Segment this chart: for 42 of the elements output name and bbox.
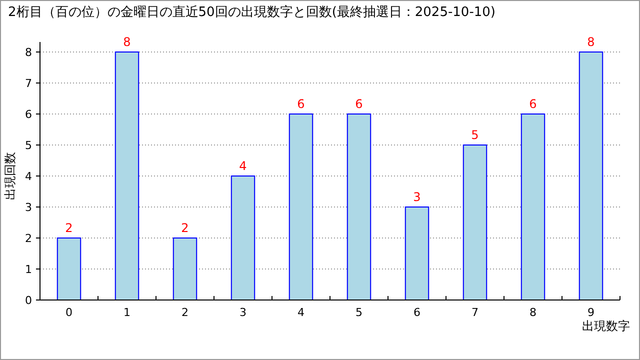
bar <box>56 238 82 300</box>
data-label: 6 <box>297 97 305 111</box>
y-tick-label: 4 <box>25 170 32 183</box>
bar <box>230 176 256 300</box>
data-label: 2 <box>65 221 73 235</box>
bar <box>462 144 488 300</box>
chart-title: 2桁目（百の位）の金曜日の直近50回の出現数字と回数(最終抽選日：2025-10-10) <box>8 4 496 20</box>
data-label: 8 <box>123 35 131 49</box>
y-axis-title: 出現回数 <box>3 152 17 200</box>
y-tick-label: 8 <box>25 46 32 59</box>
x-tick-label: 3 <box>240 306 246 319</box>
y-tick-label: 5 <box>25 139 32 152</box>
y-tick-label: 3 <box>25 201 32 214</box>
bar <box>346 114 372 300</box>
data-label: 2 <box>181 221 189 235</box>
bar <box>578 52 604 300</box>
x-tick-label: 0 <box>66 306 72 319</box>
x-tick-label: 2 <box>182 306 188 319</box>
y-tick-label: 2 <box>25 232 32 245</box>
x-tick-label: 4 <box>298 306 304 319</box>
bar <box>288 114 314 300</box>
x-tick-label: 8 <box>530 306 536 319</box>
x-tick-label: 7 <box>472 306 478 319</box>
data-label: 6 <box>529 97 537 111</box>
x-tick-label: 1 <box>124 306 130 319</box>
data-label: 8 <box>587 35 595 49</box>
x-tick-label: 9 <box>588 306 594 319</box>
data-label: 5 <box>471 128 479 142</box>
data-label: 4 <box>239 159 247 173</box>
y-tick-label: 7 <box>25 77 32 90</box>
bar <box>520 114 546 300</box>
y-tick-label: 6 <box>25 108 32 121</box>
y-tick-label: 0 <box>25 294 32 307</box>
y-tick-label: 1 <box>25 263 32 276</box>
x-tick-label: 5 <box>356 306 362 319</box>
data-label: 3 <box>413 190 421 204</box>
x-axis-title: 出現数字 <box>582 319 630 333</box>
bar <box>404 206 430 300</box>
x-tick-label: 6 <box>414 306 420 319</box>
data-label: 6 <box>355 97 363 111</box>
bar <box>114 52 140 300</box>
bar <box>172 238 198 300</box>
